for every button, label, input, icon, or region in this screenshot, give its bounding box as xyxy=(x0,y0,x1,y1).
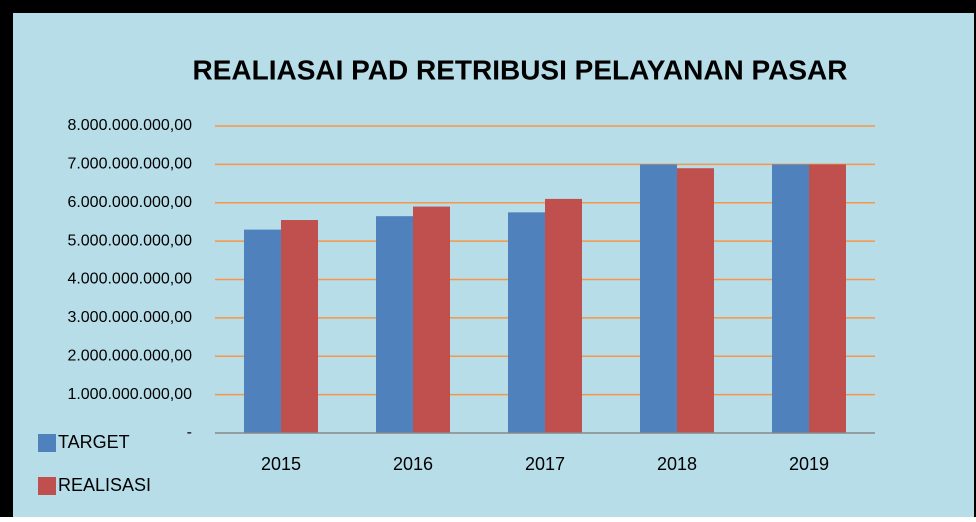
bar xyxy=(508,212,545,433)
y-tick-label: 1.000.000.000,00 xyxy=(67,386,192,403)
y-tick-label: - xyxy=(187,424,192,441)
bar xyxy=(772,164,809,433)
bar xyxy=(809,164,846,433)
bar xyxy=(281,220,318,433)
y-tick-label: 2.000.000.000,00 xyxy=(67,347,192,364)
x-tick-label: 2016 xyxy=(393,454,433,474)
x-tick-label: 2019 xyxy=(789,454,829,474)
legend-label: REALISASI xyxy=(58,475,151,495)
bar xyxy=(413,206,450,433)
y-tick-label: 4.000.000.000,00 xyxy=(67,271,192,288)
legend-swatch xyxy=(38,477,56,495)
x-tick-label: 2017 xyxy=(525,454,565,474)
bar xyxy=(677,168,714,433)
y-tick-label: 6.000.000.000,00 xyxy=(67,194,192,211)
chart-title: REALIASAI PAD RETRIBUSI PELAYANAN PASAR xyxy=(193,54,848,85)
y-tick-label: 8.000.000.000,00 xyxy=(67,117,192,134)
bar xyxy=(545,198,582,433)
bar xyxy=(244,229,281,433)
legend-label: TARGET xyxy=(58,432,130,452)
y-tick-label: 3.000.000.000,00 xyxy=(67,309,192,326)
x-tick-label: 2018 xyxy=(657,454,697,474)
x-tick-label: 2015 xyxy=(261,454,301,474)
y-tick-label: 7.000.000.000,00 xyxy=(67,156,192,173)
bar xyxy=(640,164,677,433)
bar xyxy=(376,216,413,433)
y-tick-label: 5.000.000.000,00 xyxy=(67,232,192,249)
legend-swatch xyxy=(38,434,56,452)
